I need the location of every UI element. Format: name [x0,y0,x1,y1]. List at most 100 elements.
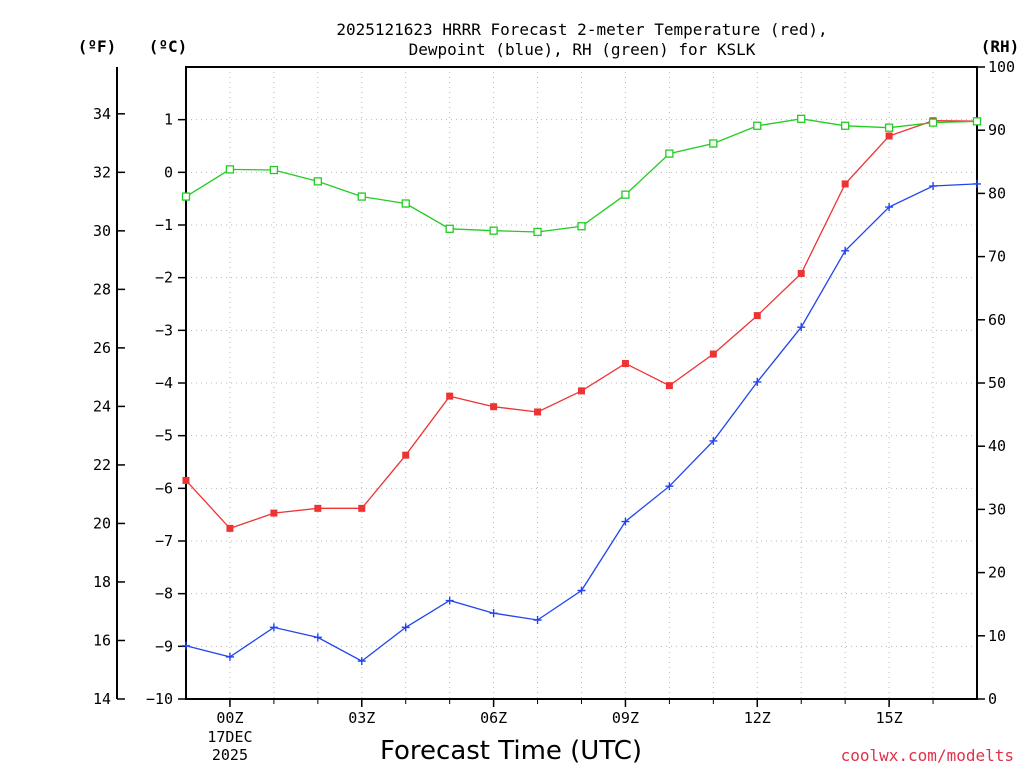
dewpoint-point [533,616,542,624]
rh-point [225,165,235,174]
temperature-point [578,387,585,395]
x-tick-label: 00Z [216,709,243,727]
fahrenheit-tick-label: 28 [93,280,111,298]
rh-tick-label: 70 [988,248,1006,266]
celsius-tick-label: −4 [155,374,173,392]
rh-point [357,192,366,201]
dewpoint-point [797,323,806,332]
temperature-point [226,524,234,532]
fahrenheit-tick-label: 24 [93,397,111,415]
credit-label: coolwx.com/modelts [841,746,1014,765]
temperature-point [753,312,761,320]
temperature-point [665,382,673,390]
temperature-point [402,451,410,459]
chart-title-line2: Dewpoint (blue), RH (green) for KSLK [409,40,756,59]
celsius-tick-label: −3 [155,321,173,339]
celsius-tick-label: −2 [155,269,173,287]
rh-tick-label: 10 [988,627,1006,645]
rh-point [972,117,982,126]
celsius-tick-label: −1 [155,216,173,234]
dewpoint-point [709,436,718,445]
rh-tick-label: 60 [988,311,1006,329]
rh-point [665,149,674,158]
temperature-point [490,403,498,411]
rh-tick-label: 40 [988,437,1006,455]
rh-point [577,222,586,231]
temperature-point [534,408,542,416]
celsius-tick-label: 0 [164,163,173,181]
rh-line [185,118,978,233]
rh-unit-label: (RH) [981,37,1020,56]
temperature-point [797,269,805,277]
dewpoint-point [182,641,190,650]
celsius-tick-label: −10 [146,690,173,708]
celsius-tick-label: 1 [164,111,173,129]
x-tick-label: 03Z [348,709,375,727]
rh-tick-label: 100 [988,58,1015,76]
dewpoint-point [489,609,498,618]
rh-point [181,192,191,201]
grid-lines [186,67,977,699]
rh-tick-label: 90 [988,121,1006,139]
x-tick-date-label: 17DEC [207,728,252,746]
rh-point [313,177,322,186]
dewpoint-point [445,596,454,605]
temperature-point [841,180,849,188]
dewpoint-point [665,482,674,491]
rh-point [709,139,718,148]
dewpoint-point [577,586,586,595]
temperature-point [314,504,322,512]
temperature-point [885,132,893,140]
temperature-point [182,476,190,484]
x-tick-label: 09Z [612,709,639,727]
rh-point [533,227,542,237]
fahrenheit-tick-label: 18 [93,573,111,591]
rh-point [797,114,806,123]
temperature-point [446,392,454,400]
x-tick-label: 12Z [744,709,771,727]
fahrenheit-tick-label: 34 [93,105,111,123]
dewpoint-point [973,179,981,188]
temperature-point [270,509,278,517]
rh-tick-label: 80 [988,184,1006,202]
rh-tick-label: 20 [988,564,1006,582]
celsius-tick-label: −5 [155,427,173,445]
dewpoint-point [401,623,410,632]
fahrenheit-tick-label: 26 [93,339,111,357]
x-tick-label: 15Z [876,709,903,727]
dewpoint-point [753,377,762,386]
rh-point [401,199,410,208]
chart-title-line1: 2025121623 HRRR Forecast 2-meter Tempera… [336,20,827,39]
temperature-point [358,504,366,512]
rh-point [445,224,454,233]
celsius-tick-label: −7 [155,532,173,550]
rh-point [884,123,894,132]
dewpoint-point [357,657,366,666]
rh-tick-label: 0 [988,690,997,708]
celsius-tick-label: −9 [155,637,173,655]
data-series [181,114,982,666]
fahrenheit-tick-label: 16 [93,631,111,649]
x-tick-label: 06Z [480,709,507,727]
dewpoint-point [929,182,938,191]
rh-point [753,121,762,130]
rh-tick-label: 50 [988,374,1006,392]
dewpoint-point [841,246,850,255]
rh-point [269,165,279,175]
dewpoint-point [313,633,322,642]
temperature-point [621,360,629,368]
fahrenheit-tick-label: 32 [93,163,111,181]
rh-tick-label: 30 [988,500,1006,518]
fahrenheit-tick-label: 14 [93,690,111,708]
celsius-tick-label: −8 [155,585,173,603]
fahrenheit-tick-label: 22 [93,456,111,474]
temperature-point [709,350,717,358]
rh-point [489,226,498,235]
celsius-tick-label: −6 [155,479,173,497]
x-tick-year-label: 2025 [212,746,248,764]
fahrenheit-tick-label: 20 [93,514,111,532]
rh-point [841,121,850,130]
x-axis-title: Forecast Time (UTC) [380,736,642,766]
dewpoint-point [621,517,630,526]
